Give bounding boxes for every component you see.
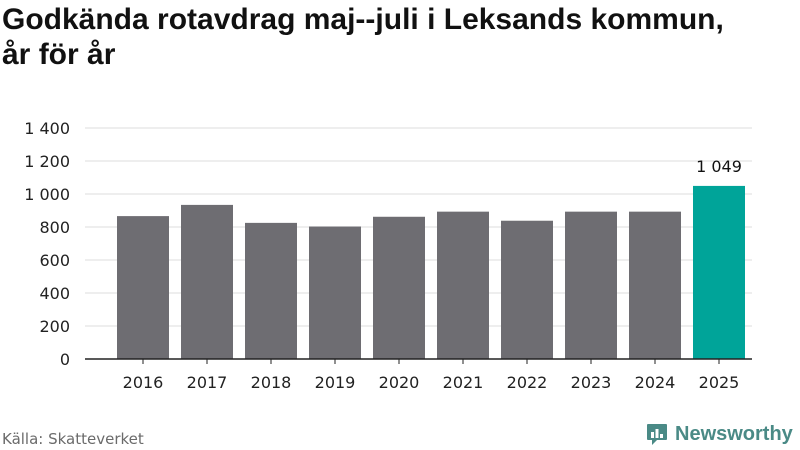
y-tick-label: 1 200 bbox=[24, 152, 70, 171]
y-tick-label: 800 bbox=[39, 218, 70, 237]
x-tick-label: 2021 bbox=[443, 373, 484, 392]
bar bbox=[693, 185, 745, 359]
brand-logo: Newsworthy bbox=[645, 420, 793, 448]
x-tick-label: 2016 bbox=[123, 373, 164, 392]
bar bbox=[629, 211, 681, 359]
bar bbox=[501, 220, 553, 359]
newsworthy-logo-icon bbox=[647, 424, 667, 445]
chart-title: Godkända rotavdrag maj--juli i Leksands … bbox=[2, 2, 798, 72]
x-tick-label: 2022 bbox=[507, 373, 548, 392]
bar bbox=[565, 211, 617, 359]
y-tick-label: 400 bbox=[39, 284, 70, 303]
y-tick-label: 1 000 bbox=[24, 185, 70, 204]
y-tick-label: 1 400 bbox=[24, 119, 70, 138]
y-tick-label: 200 bbox=[39, 317, 70, 336]
bar bbox=[373, 216, 425, 359]
y-tick-label: 600 bbox=[39, 251, 70, 270]
y-tick-label: 0 bbox=[60, 350, 70, 369]
x-tick-label: 2019 bbox=[315, 373, 356, 392]
bar bbox=[437, 211, 489, 359]
x-tick-label: 2025 bbox=[699, 373, 740, 392]
x-tick-label: 2018 bbox=[251, 373, 292, 392]
bar bbox=[245, 222, 297, 359]
x-tick-label: 2017 bbox=[187, 373, 228, 392]
source-note: Källa: Skatteverket bbox=[2, 430, 144, 448]
x-tick-label: 2024 bbox=[635, 373, 676, 392]
x-tick-label: 2020 bbox=[379, 373, 420, 392]
bar bbox=[117, 216, 169, 359]
brand-name: Newsworthy bbox=[675, 422, 793, 445]
x-tick-label: 2023 bbox=[571, 373, 612, 392]
data-label: 1 049 bbox=[696, 157, 742, 176]
chart-title-line-2: år för år bbox=[2, 38, 116, 71]
bar bbox=[181, 204, 233, 359]
bar bbox=[309, 226, 361, 359]
chart-title-line-1: Godkända rotavdrag maj--juli i Leksands … bbox=[2, 3, 724, 36]
